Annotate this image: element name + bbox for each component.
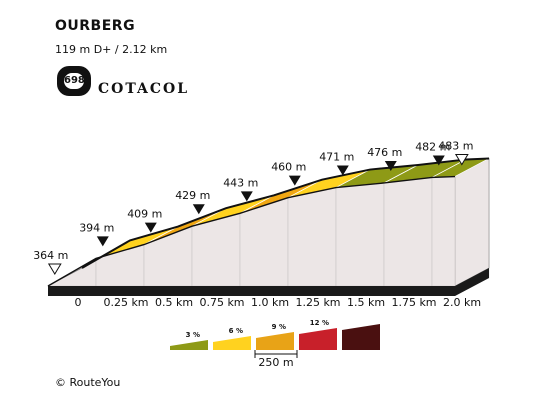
elevation-marker (240, 191, 253, 202)
profile-segment-wall (287, 187, 337, 287)
badge-number: 698 (64, 73, 85, 89)
profile-outline (47, 157, 490, 287)
elevation-label: 429 m (175, 189, 210, 202)
legend-label: 6 % (229, 327, 243, 335)
copyright-text: © RouteYou (55, 376, 121, 389)
chart-subtitle: 119 m D+ / 2.12 km (55, 43, 168, 56)
profile-front-walls (46, 176, 490, 296)
x-tick-label: 1.0 km (251, 296, 289, 309)
brand-name: COTACOL (98, 81, 190, 97)
x-tick-label: 0.5 km (155, 296, 193, 309)
profile-side (454, 158, 490, 287)
legend-swatch (170, 340, 208, 350)
x-tick-label: 0.75 km (199, 296, 244, 309)
elevation-marker (144, 222, 157, 233)
profile-segment-wall (431, 176, 456, 287)
elevation-label: 483 m (438, 140, 473, 153)
elevation-marker (432, 155, 445, 166)
profile-ridge-line (81, 157, 490, 269)
legend-swatch (299, 328, 337, 350)
legend-label: 3 % (186, 331, 200, 339)
x-tick-label: 0.25 km (103, 296, 148, 309)
elevation-markers: 364 m 394 m 409 m 429 m 443 m 460 m 471 m 476 m… (33, 140, 473, 275)
elevation-marker (192, 204, 205, 215)
gradient-legend: 3 % 6 % 9 % 12 % 250 m (170, 319, 380, 369)
profile-right-side (454, 158, 490, 287)
legend-swatch (256, 332, 294, 350)
elevation-marker (384, 160, 397, 171)
x-tick-label: 1.25 km (295, 296, 340, 309)
profile-front-line (47, 175, 456, 287)
x-tick-label: 1.75 km (391, 296, 436, 309)
elevation-marker-hollow (47, 263, 62, 275)
x-tick-label: 0 (75, 296, 82, 309)
legend-swatch (213, 336, 251, 350)
x-tick-label: 1.5 km (347, 296, 385, 309)
elevation-label: 471 m (319, 151, 354, 164)
legend-label: 12 % (310, 319, 329, 327)
legend-label: 9 % (272, 323, 286, 331)
elevation-marker (288, 175, 301, 186)
profile-segment-wall (335, 182, 385, 287)
chart-title: OURBERG (55, 18, 136, 34)
profile-segment-wall (383, 177, 433, 287)
elevation-marker (96, 236, 109, 247)
elevation-label: 482 m (415, 140, 450, 153)
legend-swatch (342, 324, 380, 350)
elevation-marker (336, 165, 349, 176)
elevation-label: 409 m (127, 208, 162, 221)
x-axis-ticks: 0 0.25 km 0.5 km 0.75 km 1.0 km 1.25 km 1.5 km… (75, 296, 482, 309)
elevation-marker-hollow (454, 154, 469, 166)
elevation-label: 476 m (367, 146, 402, 159)
legend-scale-label: 250 m (258, 356, 293, 369)
elevation-label: 460 m (271, 161, 306, 174)
elevation-label: 443 m (223, 176, 258, 189)
x-tick-label: 2.0 km (443, 296, 481, 309)
profile-base-front (48, 286, 456, 296)
elevation-label: 394 m (79, 221, 114, 234)
elevation-label: 364 m (33, 249, 68, 262)
cotacol-badge: 698 (57, 66, 91, 96)
